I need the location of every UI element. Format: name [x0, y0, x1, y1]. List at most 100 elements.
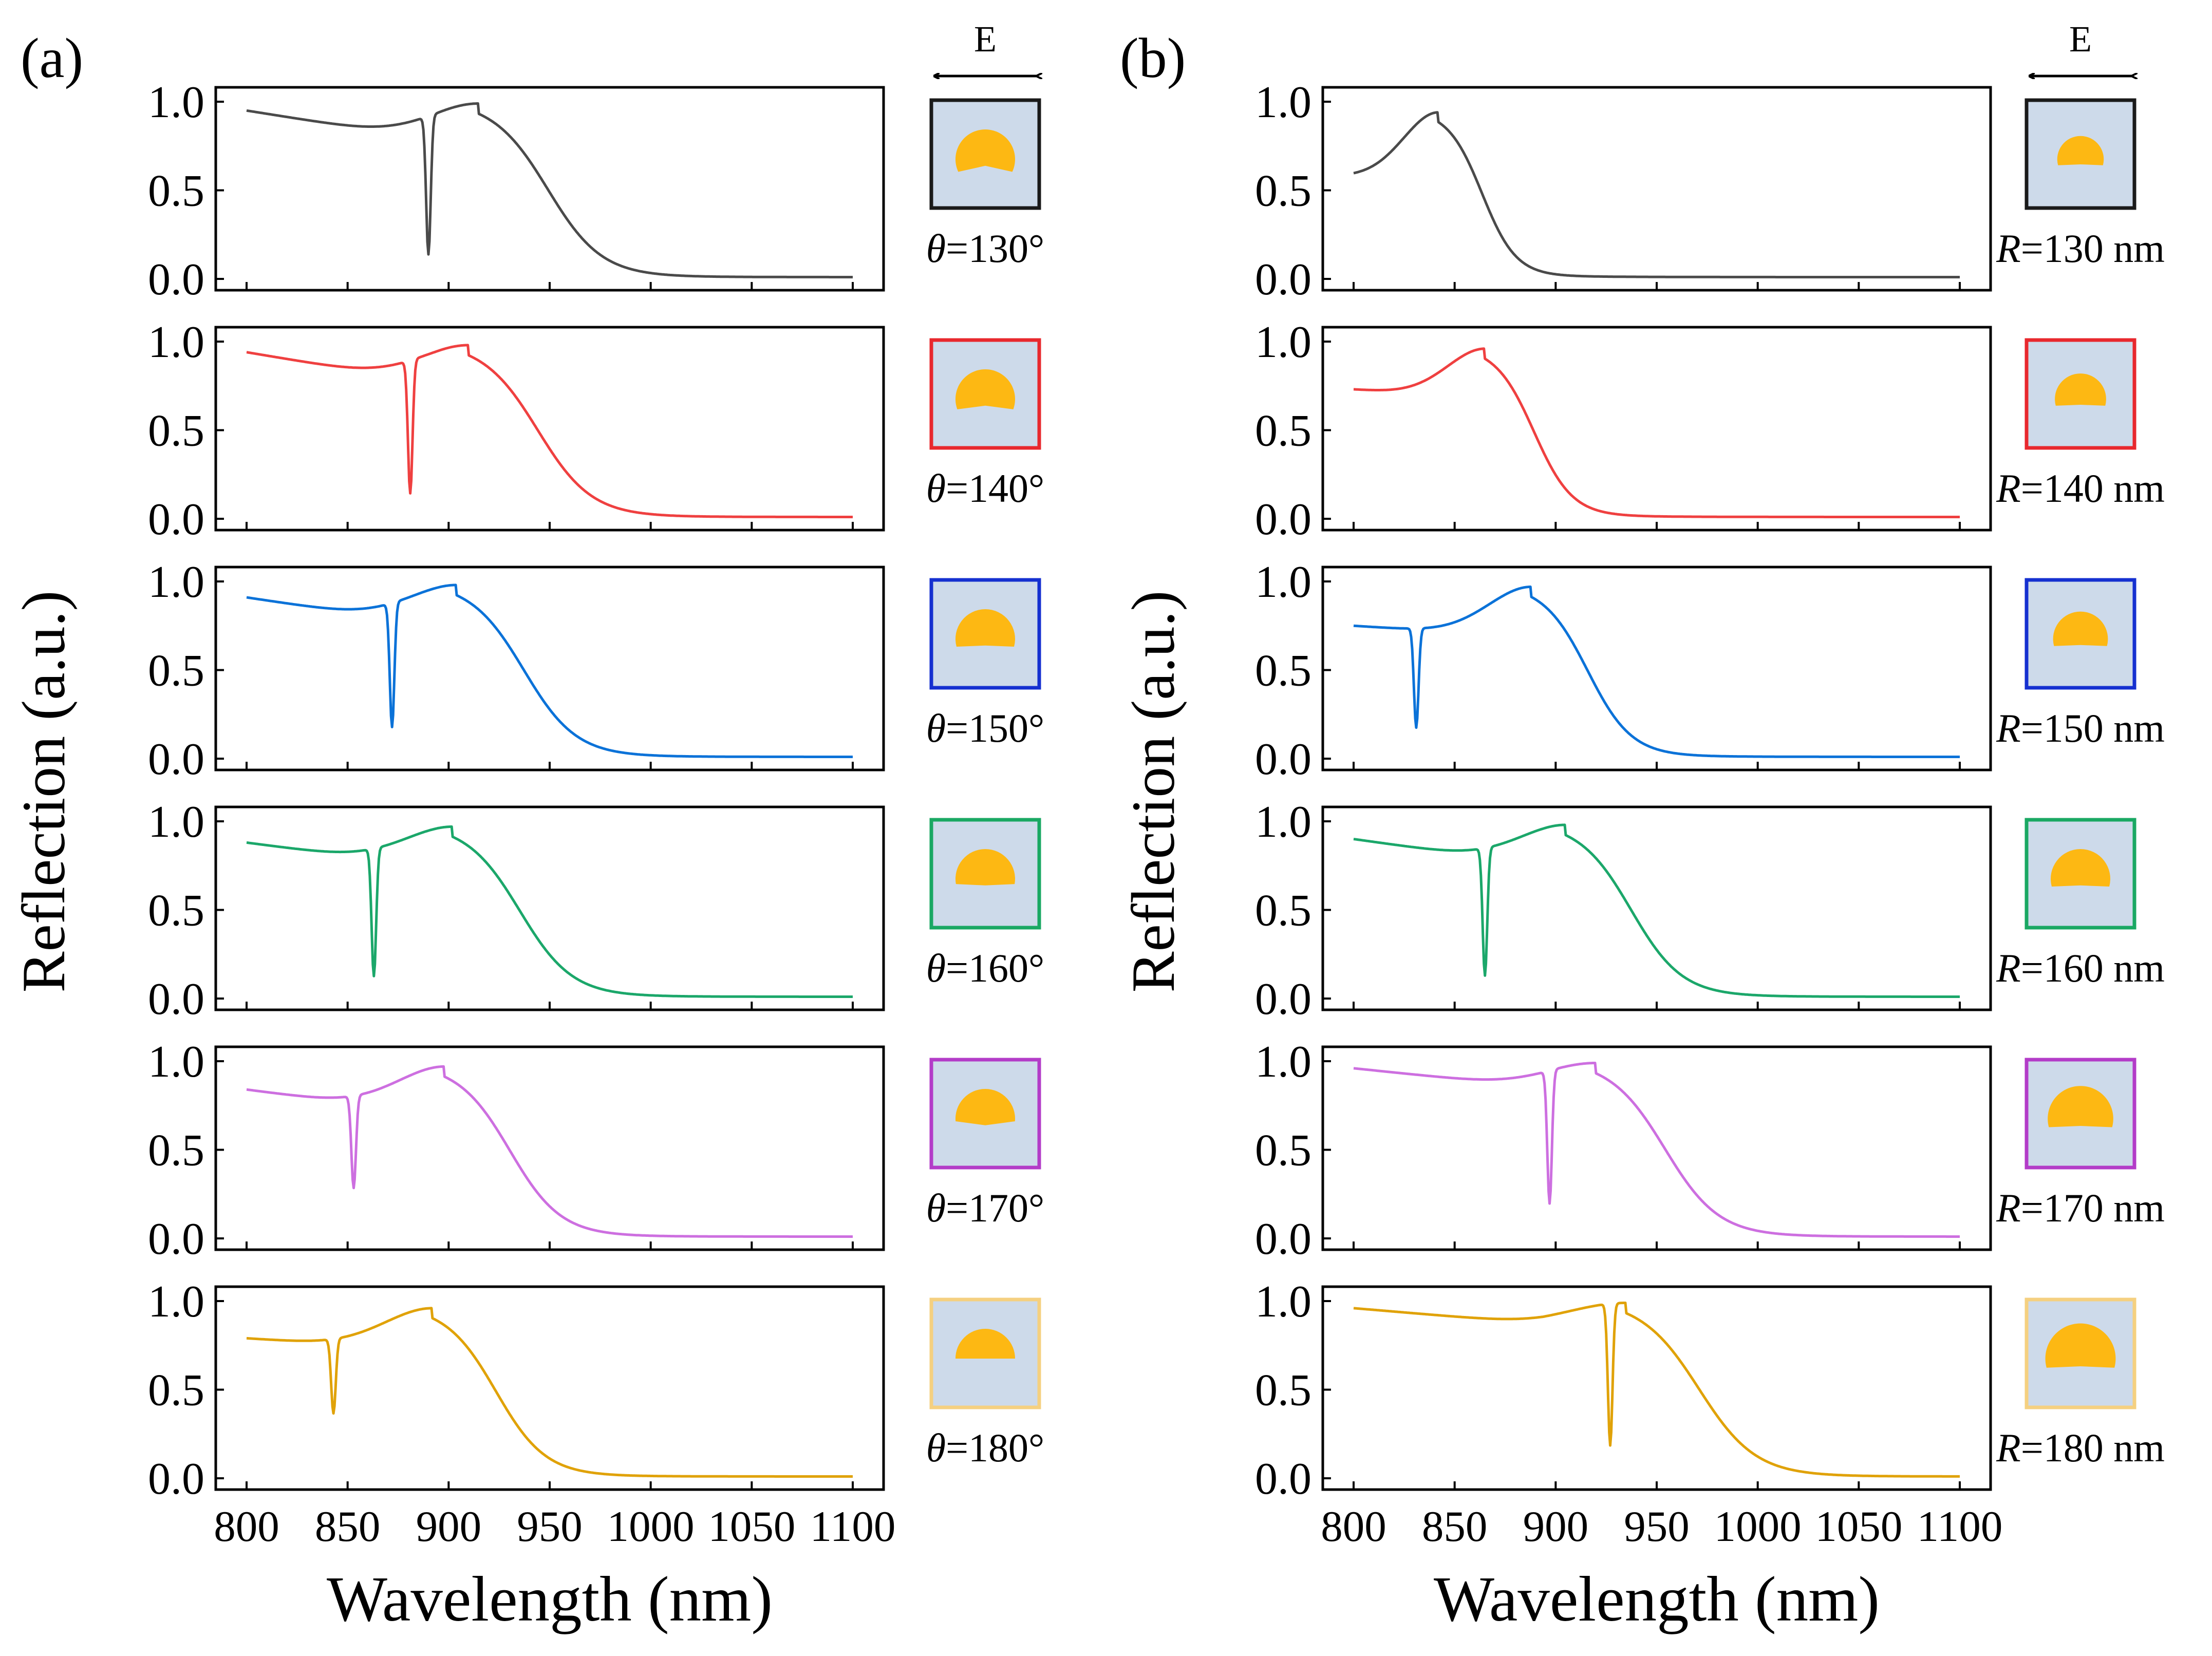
unit-cell-icon: [2024, 338, 2136, 450]
unit-cell-icon: [929, 338, 1041, 450]
y-tick-label: 0.5: [1255, 406, 1311, 456]
unit-cell-icon: [929, 1297, 1041, 1409]
series-label: R=180 nm: [1996, 1425, 2165, 1470]
plot-frame: [1321, 1285, 1992, 1491]
y-tick-label: 0.0: [1255, 735, 1311, 784]
y-tick-label: 1.0: [148, 1277, 204, 1327]
subplot: 0.0 0.5 1.0 R=180 nm 800 850 900 950 1000 1050 110…: [1255, 1277, 2165, 1551]
subplot: 0.0 0.5 1.0 θ=140°: [148, 317, 1044, 544]
series-line: [1353, 347, 1960, 518]
y-tick-label: 0.5: [148, 406, 204, 456]
x-tick-label: 1100: [1917, 1502, 2003, 1551]
panel-label: (a): [21, 27, 83, 89]
y-tick-label: 1.0: [1255, 317, 1311, 367]
unit-cell-icon: [929, 818, 1041, 930]
nanoparticle-shape: [2057, 136, 2104, 165]
unit-cell-icon: [2024, 98, 2136, 210]
series-line: [1353, 585, 1960, 758]
panel-b: (b)Reflection (a.u.)Wavelength (nm)E0.00…: [1119, 18, 2165, 1635]
nanoparticle-shape: [955, 369, 1015, 409]
plot-frame: [1321, 566, 1992, 771]
y-tick-label: 0.5: [1255, 1126, 1311, 1176]
plot-frame: [214, 805, 885, 1011]
nanoparticle-shape: [2055, 373, 2106, 406]
x-tick-label: 950: [1624, 1502, 1690, 1551]
series-line: [246, 1307, 853, 1478]
x-tick-label: 900: [416, 1502, 482, 1551]
y-tick-label: 1.0: [148, 78, 204, 127]
y-tick-label: 0.5: [148, 646, 204, 696]
series-label: θ=180°: [926, 1425, 1045, 1470]
y-tick-label: 0.5: [1255, 646, 1311, 696]
panel-a: (a)Reflection (a.u.)Wavelength (nm)E0.00…: [9, 18, 1044, 1635]
y-tick-label: 0.5: [1255, 166, 1311, 216]
y-axis-label: Reflection (a.u.): [9, 591, 78, 993]
x-tick-label: 1050: [1815, 1502, 1902, 1551]
unit-cell-icon: [2024, 578, 2136, 690]
nanoparticle-shape: [2051, 849, 2111, 887]
y-tick-label: 1.0: [1255, 797, 1311, 847]
nanoparticle-shape: [955, 1329, 1015, 1359]
series-line: [1353, 823, 1960, 998]
series-label: R=140 nm: [1996, 466, 2165, 511]
subplot: 0.0 0.5 1.0 θ=130°: [148, 78, 1044, 305]
series-label: R=160 nm: [1996, 946, 2165, 990]
polarization-indicator: E: [2029, 18, 2132, 76]
panel-label: (b): [1120, 27, 1186, 89]
y-axis-label: Reflection (a.u.): [1119, 591, 1187, 993]
series-line: [246, 1065, 853, 1238]
plot-frame: [1321, 1045, 1992, 1251]
y-tick-label: 0.0: [1255, 495, 1311, 544]
series-line: [1353, 1062, 1960, 1238]
subplot: 0.0 0.5 1.0 θ=170°: [148, 1037, 1044, 1264]
nanoparticle-shape: [955, 1089, 1015, 1125]
y-tick-label: 0.0: [148, 974, 204, 1024]
subplot: 0.0 0.5 1.0 θ=160°: [148, 797, 1044, 1024]
subplot: 0.0 0.5 1.0 θ=150°: [148, 557, 1044, 784]
y-tick-label: 0.5: [1255, 886, 1311, 936]
series-label: R=130 nm: [1996, 226, 2165, 271]
x-tick-label: 900: [1523, 1502, 1589, 1551]
nanoparticle-shape: [2053, 611, 2108, 646]
series-label: θ=150°: [926, 706, 1045, 750]
nanoparticle-shape: [2045, 1323, 2116, 1368]
plot-frame: [1321, 805, 1992, 1011]
unit-cell-icon: [2024, 1058, 2136, 1170]
y-tick-label: 1.0: [148, 1037, 204, 1087]
plot-frame: [214, 566, 885, 771]
y-tick-label: 0.5: [1255, 1366, 1311, 1416]
y-tick-label: 0.5: [148, 1126, 204, 1176]
unit-cell-icon: [929, 98, 1041, 210]
y-tick-label: 0.0: [148, 735, 204, 784]
series-label: θ=170°: [926, 1185, 1045, 1230]
y-tick-label: 1.0: [1255, 1277, 1311, 1327]
nanoparticle-shape: [955, 129, 1016, 172]
field-label: E: [974, 18, 997, 60]
subplot: 0.0 0.5 1.0 R=160 nm: [1255, 797, 2165, 1024]
y-tick-label: 0.0: [148, 255, 204, 305]
y-tick-label: 0.0: [1255, 255, 1311, 305]
series-line: [1353, 111, 1960, 278]
subplot: 0.0 0.5 1.0 R=170 nm: [1255, 1037, 2165, 1264]
series-label: R=150 nm: [1996, 706, 2165, 750]
subplot: 0.0 0.5 1.0 R=150 nm: [1255, 557, 2165, 784]
nanoparticle-shape: [955, 609, 1016, 647]
y-tick-label: 0.5: [148, 886, 204, 936]
unit-cell-icon: [2024, 1297, 2136, 1409]
x-tick-label: 1100: [810, 1502, 896, 1551]
unit-cell-icon: [2024, 818, 2136, 930]
y-tick-label: 1.0: [148, 797, 204, 847]
x-axis-label: Wavelength (nm): [1434, 1564, 1880, 1635]
plot-frame: [214, 1045, 885, 1251]
series-label: R=170 nm: [1996, 1185, 2165, 1230]
x-tick-label: 800: [1321, 1502, 1386, 1551]
series-line: [246, 102, 853, 278]
y-tick-label: 1.0: [148, 557, 204, 607]
y-tick-label: 0.5: [148, 166, 204, 216]
y-tick-label: 0.0: [148, 1454, 204, 1504]
field-label: E: [2069, 18, 2092, 60]
unit-cell-icon: [929, 1058, 1041, 1170]
x-tick-label: 1000: [1714, 1502, 1802, 1551]
x-tick-label: 850: [1422, 1502, 1488, 1551]
